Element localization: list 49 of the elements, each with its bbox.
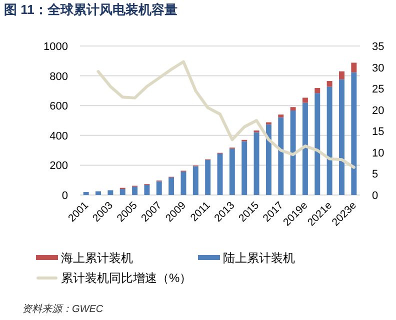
y-tick-label: 200	[50, 160, 68, 172]
bar	[326, 86, 332, 195]
bar	[132, 186, 138, 195]
legend-label: 陆上累计装机	[223, 251, 295, 265]
bar	[314, 88, 320, 94]
bar	[108, 190, 114, 195]
y2-tick-label: 20	[372, 104, 384, 117]
bar	[229, 148, 235, 195]
bar	[83, 192, 89, 195]
bar	[156, 181, 162, 195]
bar	[120, 189, 126, 195]
bar	[314, 93, 320, 195]
y2-tick-label: 15	[372, 126, 384, 138]
y2-tick-label: 35	[372, 41, 384, 53]
y-tick-label: 0	[62, 190, 68, 202]
chart-title: 图 11：全球累计风电装机容量	[4, 2, 178, 17]
y2-tick-label: 30	[372, 62, 384, 74]
bar	[302, 102, 308, 195]
legend-label: 累计装机同比增速（%）	[61, 271, 192, 285]
bar	[278, 117, 284, 195]
bar	[278, 114, 284, 118]
bar	[339, 79, 344, 195]
bar	[242, 141, 248, 195]
y-tick-label: 1000	[44, 41, 68, 53]
bar	[290, 110, 296, 195]
legend-label: 海上累计装机	[61, 251, 133, 265]
bar	[351, 72, 357, 195]
y-tick-label: 400	[50, 130, 68, 142]
y-tick-label: 800	[50, 70, 68, 83]
bar	[180, 172, 186, 195]
y-tick-label: 600	[50, 100, 68, 113]
bar	[96, 191, 101, 195]
bar	[144, 184, 150, 195]
y2-tick-label: 5	[372, 168, 378, 181]
bar	[205, 160, 211, 195]
bar	[290, 107, 296, 111]
y2-tick-label: 10	[372, 147, 384, 160]
bar	[339, 71, 344, 80]
bar	[326, 81, 332, 87]
y2-tick-label: 0	[372, 190, 378, 202]
bar	[217, 154, 223, 195]
bar	[192, 166, 198, 195]
bar	[302, 98, 308, 103]
bar	[266, 124, 272, 195]
bar	[168, 177, 174, 195]
bar	[351, 62, 357, 72]
text: 资料来源：GWEC	[22, 303, 104, 315]
bar	[254, 132, 260, 195]
y2-tick-label: 25	[372, 84, 384, 96]
